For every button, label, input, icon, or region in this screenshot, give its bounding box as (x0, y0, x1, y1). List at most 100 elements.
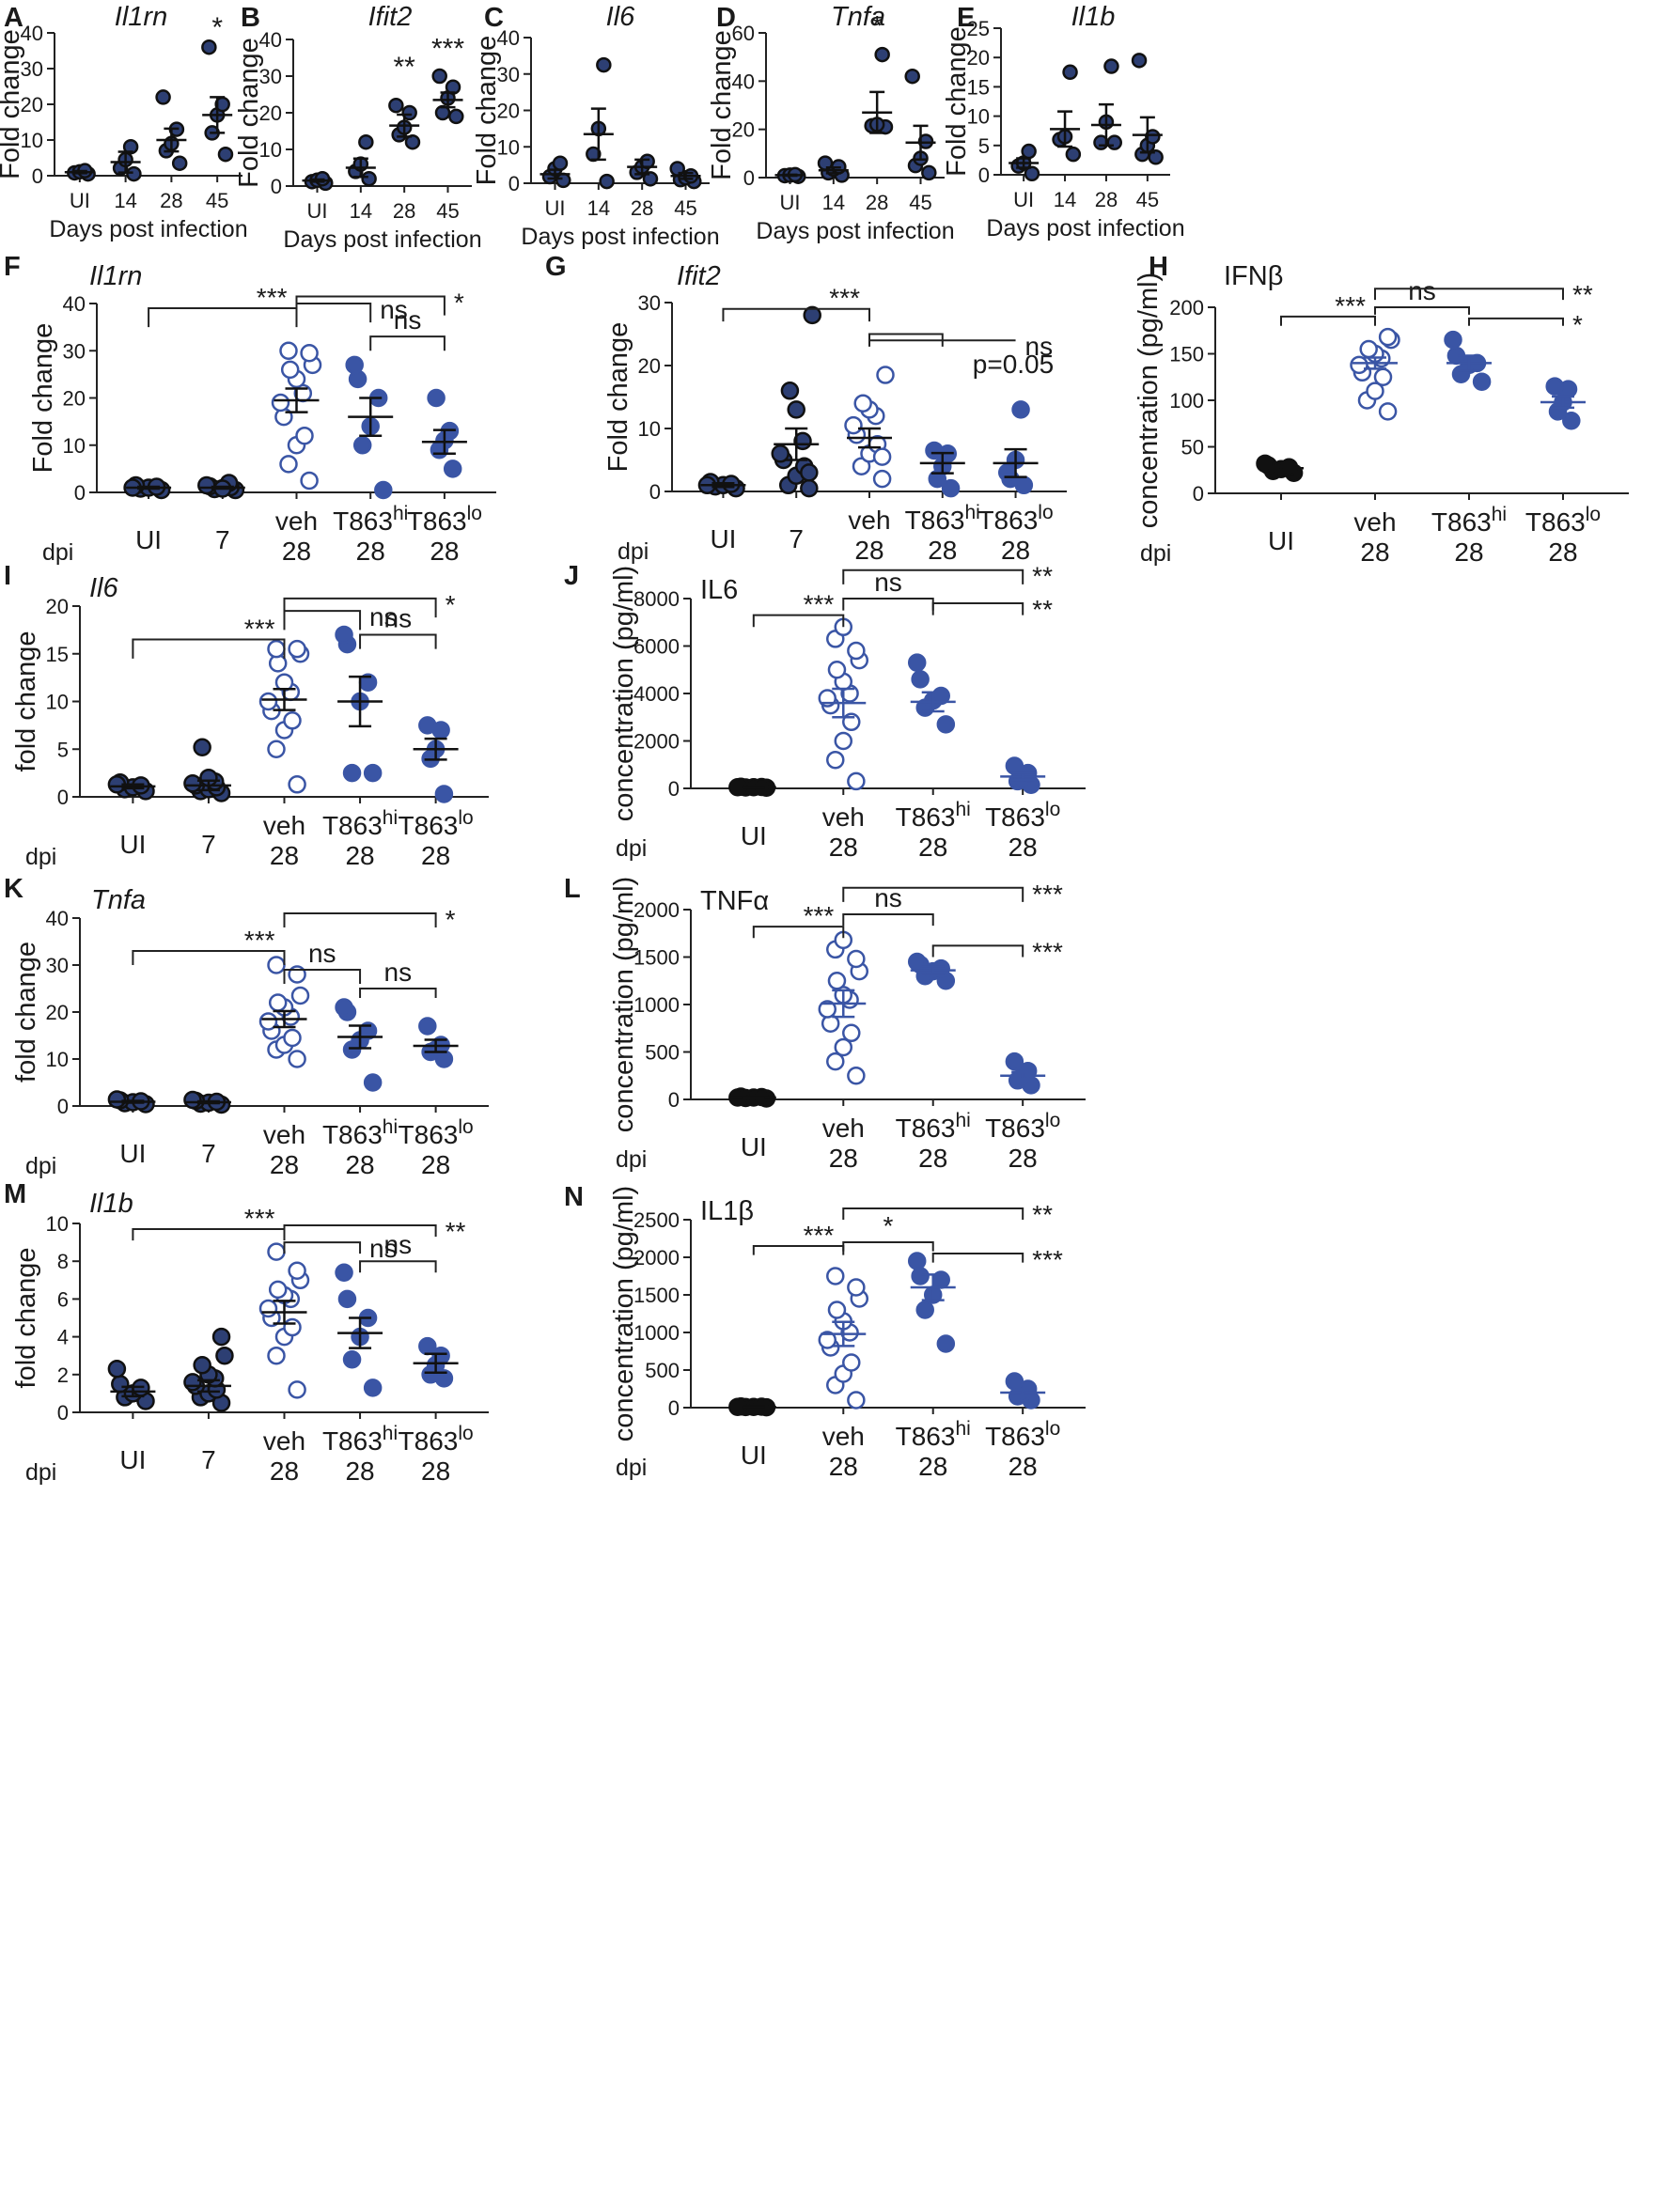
category-label: veh (848, 506, 890, 535)
data-point (872, 469, 892, 489)
data-point (290, 986, 310, 1005)
y-tick-label: 1000 (633, 1321, 680, 1345)
data-point (335, 998, 353, 1017)
panel-title: Ifit2 (368, 2, 413, 32)
panel-title: Tnfa (831, 2, 885, 32)
significance-label: ns (874, 568, 902, 597)
comparison-bracket (1374, 288, 1564, 301)
panel-title: Ifit2 (677, 261, 721, 291)
data-point (1011, 400, 1030, 419)
data-point (193, 1356, 211, 1375)
data-point (363, 763, 383, 783)
y-tick-label: 0 (32, 164, 43, 188)
panel-title: Il1b (89, 1189, 133, 1219)
y-tick-label: 20 (967, 46, 990, 70)
data-point (834, 731, 853, 751)
data-point (874, 46, 890, 63)
category-label: T863hi (322, 807, 398, 840)
category-label: 28 (1008, 1144, 1038, 1173)
panel-label: L (564, 874, 581, 904)
y-tick-label: 2500 (633, 1208, 680, 1232)
y-tick-label: 0 (668, 777, 680, 801)
data-point (596, 56, 612, 73)
data-point (279, 455, 298, 474)
data-point (288, 1261, 306, 1280)
y-tick-label: 30 (497, 63, 520, 86)
data-point (171, 155, 188, 171)
significance-label: * (454, 288, 464, 317)
comparison-bracket (931, 1253, 1024, 1263)
data-point (418, 716, 437, 735)
data-point (258, 1299, 278, 1318)
x-tick-label: UI (70, 189, 90, 212)
dpi-label: dpi (1140, 540, 1171, 567)
data-point (826, 1051, 845, 1071)
y-tick-label: 30 (63, 339, 86, 363)
category-label: 28 (854, 536, 883, 565)
panel-label: K (4, 874, 23, 904)
panel-title: IL1β (700, 1196, 754, 1226)
data-point (827, 661, 847, 679)
comparison-bracket (842, 913, 934, 927)
y-axis-label: fold change (11, 631, 41, 772)
category-label: veh (263, 811, 305, 840)
x-tick-label: 28 (1095, 188, 1118, 211)
data-point (361, 170, 377, 187)
category-label: UI (741, 1132, 767, 1161)
significance-label: ns (308, 939, 336, 968)
data-point (936, 1334, 956, 1353)
significance-label: ** (393, 52, 415, 83)
y-axis-label: fold change (11, 1248, 41, 1389)
comparison-bracket (295, 303, 372, 323)
category-label: 28 (1360, 537, 1389, 567)
data-point (818, 1000, 837, 1019)
category-label: 28 (1001, 536, 1030, 565)
data-point (847, 1391, 866, 1410)
comparison-bracket (1280, 315, 1376, 326)
y-tick-label: 2000 (633, 1246, 680, 1270)
data-point (345, 355, 364, 375)
category-label: T863hi (1431, 504, 1507, 537)
comparison-bracket (722, 307, 870, 322)
category-label: UI (119, 1139, 146, 1168)
panel-label: B (241, 3, 260, 33)
y-tick-label: 4 (57, 1326, 69, 1349)
panel-title: IFNβ (1224, 261, 1283, 291)
data-point (1472, 372, 1492, 391)
category-label: T863hi (896, 1110, 971, 1143)
x-axis-label: Days post infection (283, 226, 481, 253)
category-label: 28 (421, 841, 450, 870)
category-label: UI (119, 1445, 146, 1474)
data-point (267, 639, 286, 659)
significance-label: * (446, 905, 456, 934)
data-point (1373, 367, 1393, 386)
category-label: 28 (270, 841, 299, 870)
data-point (780, 382, 800, 400)
category-label: T863hi (896, 799, 971, 832)
data-point (183, 1090, 202, 1110)
y-tick-label: 2000 (633, 730, 680, 754)
data-point (267, 956, 286, 974)
y-tick-label: 5 (978, 134, 990, 158)
data-point (941, 478, 961, 498)
data-point (771, 444, 790, 463)
data-point (280, 360, 300, 380)
y-tick-label: 8 (57, 1250, 69, 1273)
y-axis-label: concentration (pg/ml) (1134, 273, 1164, 528)
data-point (211, 1327, 231, 1347)
significance-label: *** (1335, 291, 1366, 320)
data-point (288, 775, 306, 794)
data-point (155, 89, 171, 105)
comparison-bracket (369, 335, 446, 351)
category-label: T863lo (399, 807, 474, 840)
category-label: UI (710, 524, 736, 553)
data-point (1350, 355, 1368, 375)
y-tick-label: 0 (57, 1095, 69, 1118)
y-tick-label: 1000 (633, 993, 680, 1017)
data-point (1145, 129, 1161, 145)
panel-title: Il6 (89, 573, 119, 603)
significance-label: *** (244, 926, 275, 955)
y-tick-label: 20 (21, 93, 43, 117)
